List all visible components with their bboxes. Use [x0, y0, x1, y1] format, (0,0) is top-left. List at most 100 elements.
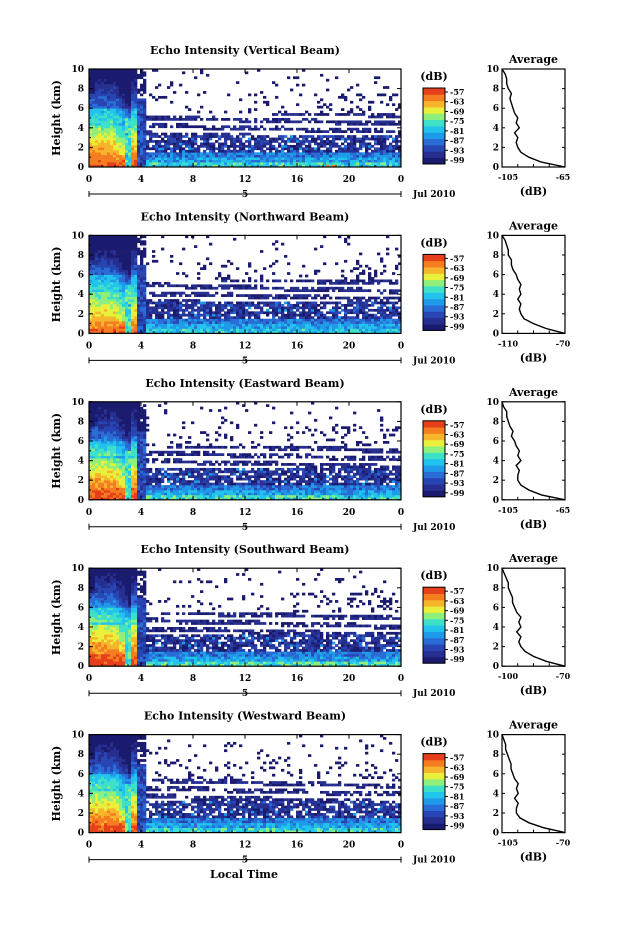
- heatmap-cell: [194, 304, 198, 307]
- heatmap-cell: [101, 441, 105, 444]
- heatmap-cell: [119, 135, 123, 138]
- heatmap-cell: [332, 120, 336, 124]
- heatmap-cell: [311, 328, 315, 332]
- colorbar-swatch: [423, 273, 445, 281]
- heatmap-cell: [266, 279, 270, 283]
- heatmap-cell: [317, 157, 321, 160]
- heatmap-cell: [284, 118, 288, 121]
- heatmap-cell: [329, 157, 333, 160]
- heatmap-cell: [119, 313, 123, 317]
- heatmap-cell: [344, 137, 348, 141]
- heatmap-cell: [149, 299, 153, 302]
- heatmap-cell: [134, 321, 138, 324]
- heatmap-cell: [308, 313, 312, 317]
- heatmap-cell: [287, 301, 291, 305]
- heatmap-cell: [89, 323, 93, 327]
- heatmap-cell: [95, 130, 99, 133]
- heatmap-cell: [134, 110, 138, 114]
- heatmap-cell: [101, 245, 105, 248]
- heatmap-cell: [320, 113, 324, 116]
- heatmap-cell: [89, 105, 93, 109]
- heatmap-cell: [356, 162, 360, 165]
- heatmap-cell: [125, 286, 129, 290]
- heatmap-cell: [326, 159, 330, 163]
- heatmap-cell: [155, 115, 159, 119]
- heatmap-cell: [107, 281, 111, 285]
- heatmap-cell: [347, 323, 351, 327]
- heatmap-cell: [95, 330, 99, 334]
- heatmap-cell: [131, 164, 135, 168]
- heatmap-cell: [176, 135, 180, 138]
- heatmap-cell: [110, 81, 114, 84]
- heatmap-cell: [125, 152, 129, 156]
- heatmap-cell: [170, 135, 174, 138]
- heatmap-cell: [383, 328, 387, 332]
- heatmap-cell: [221, 323, 225, 327]
- heatmap-cell: [125, 274, 129, 278]
- heatmap-cell: [95, 431, 99, 434]
- heatmap-cell: [125, 323, 129, 327]
- heatmap-cell: [383, 279, 387, 283]
- heatmap-cell: [377, 321, 381, 324]
- heatmap-cell: [314, 323, 318, 327]
- heatmap-cell: [344, 316, 348, 319]
- heatmap-cell: [122, 78, 126, 82]
- heatmap-cell: [89, 448, 93, 452]
- heatmap-cell: [341, 157, 345, 160]
- heatmap-cell: [95, 472, 99, 476]
- heatmap-cell: [110, 311, 114, 315]
- heatmap-cell: [239, 132, 243, 136]
- heatmap-cell: [224, 144, 228, 148]
- heatmap-cell: [260, 120, 264, 124]
- heatmap-cell: [242, 157, 246, 160]
- heatmap-cell: [122, 308, 126, 312]
- heatmap-cell: [191, 149, 195, 153]
- heatmap-cell: [92, 441, 96, 444]
- heatmap-cell: [167, 313, 171, 317]
- heatmap-cell: [95, 426, 99, 430]
- heatmap-cell: [125, 308, 129, 312]
- heatmap-cell: [89, 470, 93, 474]
- heatmap-cell: [335, 323, 339, 327]
- heatmap-cell: [350, 140, 354, 143]
- heatmap-cell: [335, 326, 339, 329]
- heatmap-cell: [140, 269, 144, 273]
- heatmap-cell: [230, 301, 234, 305]
- heatmap-cell: [131, 103, 135, 107]
- heatmap-cell: [101, 130, 105, 133]
- heatmap-cell: [329, 144, 333, 148]
- heatmap-cell: [128, 154, 132, 158]
- heatmap-cell: [92, 433, 96, 437]
- heatmap-cell: [329, 149, 333, 153]
- heatmap-cell: [365, 152, 369, 156]
- heatmap-cell: [320, 120, 324, 124]
- heatmap-cell: [371, 328, 375, 332]
- heatmap-cell: [281, 118, 285, 121]
- heatmap-cell: [383, 152, 387, 156]
- heatmap-cell: [92, 274, 96, 278]
- heatmap-cell: [359, 98, 363, 102]
- heatmap-cell: [374, 274, 378, 278]
- heatmap-cell: [125, 162, 129, 165]
- heatmap-cell: [308, 321, 312, 324]
- heatmap-cell: [368, 304, 372, 307]
- heatmap-cell: [242, 120, 246, 124]
- y-tick-label: 8: [78, 251, 84, 261]
- heatmap-cell: [176, 323, 180, 327]
- heatmap-cell: [89, 115, 93, 119]
- heatmap-cell: [125, 277, 129, 280]
- heatmap-cell: [350, 142, 354, 146]
- heatmap-cell: [239, 326, 243, 329]
- heatmap-cell: [98, 132, 102, 136]
- heatmap-cell: [299, 93, 303, 97]
- heatmap-cell: [170, 306, 174, 310]
- heatmap-cell: [152, 154, 156, 158]
- heatmap-cell: [140, 135, 144, 138]
- heatmap-cell: [98, 69, 102, 72]
- heatmap-cell: [296, 159, 300, 163]
- heatmap-cell: [89, 250, 93, 253]
- heatmap-cell: [119, 259, 123, 263]
- heatmap-cell: [131, 122, 135, 126]
- heatmap-cell: [197, 154, 201, 158]
